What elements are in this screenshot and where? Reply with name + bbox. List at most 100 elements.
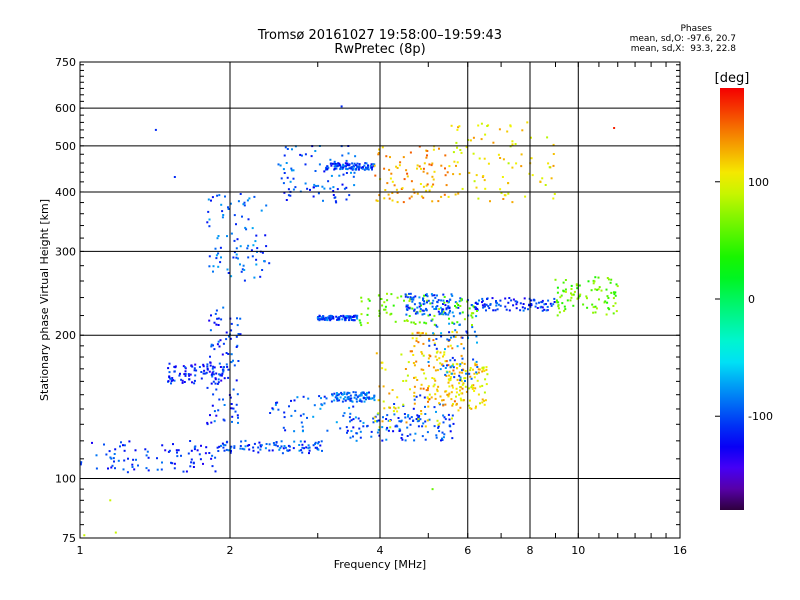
- echo-point: [230, 329, 233, 332]
- echo-point: [520, 153, 523, 156]
- echo-point: [475, 360, 478, 363]
- echo-point: [481, 398, 484, 401]
- echo-point: [336, 397, 338, 400]
- echo-point: [398, 430, 401, 432]
- echo-point: [405, 305, 408, 308]
- echo-point: [478, 299, 480, 302]
- echo-point: [358, 167, 360, 170]
- echo-point: [371, 397, 374, 400]
- echo-point: [329, 314, 332, 317]
- echo-point: [317, 442, 319, 445]
- echo-point: [243, 269, 246, 271]
- echo-point: [219, 261, 222, 264]
- echo-point: [367, 164, 369, 167]
- echo-point: [368, 396, 371, 399]
- echo-point: [344, 315, 347, 318]
- echo-point: [230, 275, 233, 278]
- echo-point: [426, 154, 428, 157]
- echo-point: [431, 294, 434, 297]
- echo-point: [316, 316, 319, 319]
- echo-point: [438, 403, 441, 406]
- echo-point: [340, 105, 343, 108]
- echo-point: [127, 457, 129, 460]
- echo-point: [330, 317, 333, 320]
- echo-point: [230, 361, 233, 364]
- echo-point: [406, 172, 409, 175]
- echo-point: [411, 350, 413, 353]
- echo-point: [426, 389, 429, 392]
- echo-point: [332, 315, 335, 318]
- echo-point: [120, 441, 122, 444]
- echo-point: [175, 449, 178, 452]
- echo-point: [447, 395, 450, 398]
- echo-point: [280, 445, 283, 448]
- echo-point: [422, 299, 424, 302]
- echo-point: [481, 297, 484, 300]
- echo-point: [499, 304, 502, 307]
- echo-point: [388, 197, 391, 200]
- echo-point: [402, 380, 405, 382]
- echo-point: [200, 377, 203, 380]
- echo-point: [477, 393, 480, 396]
- echo-point: [404, 293, 407, 296]
- echo-point: [459, 397, 462, 400]
- echo-point: [483, 370, 486, 372]
- echo-point: [168, 362, 171, 365]
- echo-point: [222, 370, 225, 373]
- echo-point: [209, 364, 212, 367]
- echo-point: [348, 316, 351, 319]
- echo-point: [359, 420, 362, 423]
- echo-point: [173, 467, 176, 470]
- echo-point: [161, 444, 164, 447]
- echo-point: [511, 166, 514, 169]
- echo-point: [292, 447, 295, 450]
- echo-point: [352, 175, 355, 178]
- echo-point: [470, 304, 473, 306]
- echo-point: [415, 395, 418, 398]
- echo-point: [475, 335, 478, 338]
- echo-point: [350, 400, 353, 402]
- echo-point: [474, 302, 477, 304]
- echo-point: [373, 399, 376, 402]
- echo-point: [511, 201, 514, 204]
- echo-point: [455, 141, 458, 144]
- echo-point: [288, 445, 291, 448]
- echo-point: [596, 288, 599, 291]
- echo-point: [365, 398, 367, 401]
- echo-point: [442, 404, 445, 407]
- echo-point: [552, 164, 555, 167]
- echo-point: [492, 309, 495, 312]
- echo-point: [508, 309, 511, 312]
- echo-point: [569, 299, 572, 302]
- echo-point: [336, 188, 339, 191]
- echo-point: [308, 446, 311, 449]
- echo-point: [343, 391, 346, 394]
- echo-point: [443, 296, 446, 298]
- echo-point: [316, 446, 318, 449]
- echo-point: [350, 167, 353, 170]
- echo-point: [346, 316, 348, 319]
- echo-point: [544, 184, 547, 186]
- echo-point: [448, 374, 450, 377]
- echo-point: [292, 188, 295, 191]
- echo-point: [403, 319, 406, 322]
- echo-point: [411, 300, 414, 303]
- echo-point: [458, 374, 461, 377]
- echo-point: [327, 166, 330, 169]
- echo-point: [220, 374, 223, 377]
- echo-point: [218, 373, 221, 376]
- echo-point: [607, 278, 610, 281]
- echo-point: [437, 299, 440, 302]
- echo-point: [420, 410, 423, 412]
- echo-point: [433, 314, 436, 317]
- echo-point: [468, 407, 471, 409]
- echo-point: [169, 377, 172, 380]
- echo-point: [328, 315, 331, 318]
- echo-point: [447, 381, 450, 384]
- echo-point: [472, 386, 475, 389]
- echo-point: [448, 300, 450, 303]
- echo-point: [171, 462, 174, 465]
- echo-point: [504, 305, 507, 308]
- echo-point: [480, 138, 483, 141]
- echo-point: [331, 393, 333, 396]
